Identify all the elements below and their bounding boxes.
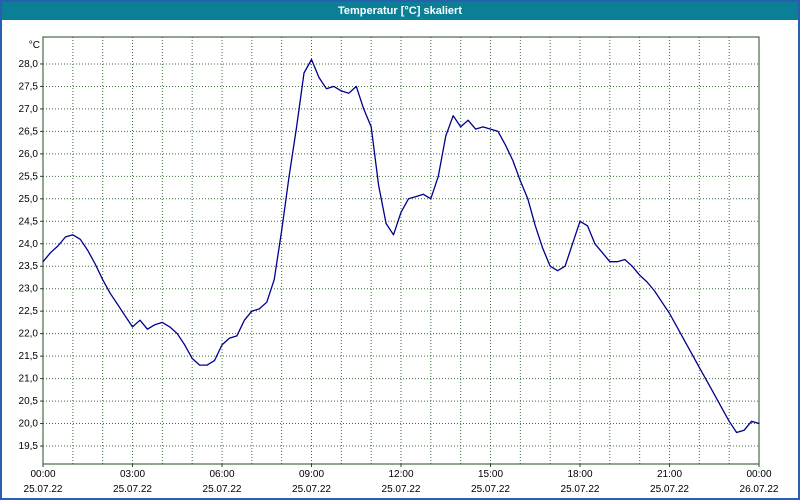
x-tick-time-label: 12:00 (388, 469, 413, 480)
y-tick-label: 24,5 (19, 216, 39, 227)
x-tick-time-label: 00:00 (746, 469, 771, 480)
y-tick-label: 20,5 (19, 396, 39, 407)
y-tick-label: 21,5 (19, 351, 39, 362)
y-tick-label: 26,0 (19, 149, 39, 160)
x-tick-time-label: 00:00 (30, 469, 55, 480)
x-tick-date-label: 25.07.22 (382, 484, 421, 495)
y-tick-label: 23,5 (19, 261, 39, 272)
x-tick-date-label: 25.07.22 (24, 484, 63, 495)
y-tick-label: 25,0 (19, 194, 39, 205)
x-tick-time-label: 03:00 (120, 469, 145, 480)
x-tick-time-label: 06:00 (209, 469, 234, 480)
y-tick-label: 20,0 (19, 419, 39, 430)
y-tick-label: 25,5 (19, 171, 39, 182)
x-tick-date-label: 25.07.22 (471, 484, 510, 495)
x-tick-time-label: 21:00 (657, 469, 682, 480)
y-tick-label: 26,5 (19, 126, 39, 137)
window-title: Temperatur [°C] skaliert (337, 5, 462, 17)
x-tick-date-label: 25.07.22 (561, 484, 600, 495)
x-tick-date-label: 25.07.22 (203, 484, 242, 495)
x-tick-time-label: 15:00 (478, 469, 503, 480)
y-tick-label: 28,0 (19, 59, 39, 70)
x-tick-date-label: 25.07.22 (113, 484, 152, 495)
x-tick-date-label: 25.07.22 (292, 484, 331, 495)
y-tick-label: 27,5 (19, 81, 39, 92)
title-bar: Temperatur [°C] skaliert (2, 2, 798, 20)
x-tick-date-label: 26.07.22 (740, 484, 779, 495)
y-axis-unit-label: °C (29, 40, 40, 51)
x-tick-date-label: 25.07.22 (650, 484, 689, 495)
y-tick-label: 21,0 (19, 374, 39, 385)
y-tick-label: 24,0 (19, 239, 39, 250)
temperature-series-line (42, 58, 760, 434)
y-tick-label: 23,0 (19, 284, 39, 295)
y-tick-label: 19,5 (19, 441, 39, 452)
y-tick-label: 27,0 (19, 104, 39, 115)
y-tick-label: 22,0 (19, 329, 39, 340)
y-tick-label: 22,5 (19, 306, 39, 317)
x-tick-time-label: 18:00 (567, 469, 592, 480)
x-tick-time-label: 09:00 (299, 469, 324, 480)
